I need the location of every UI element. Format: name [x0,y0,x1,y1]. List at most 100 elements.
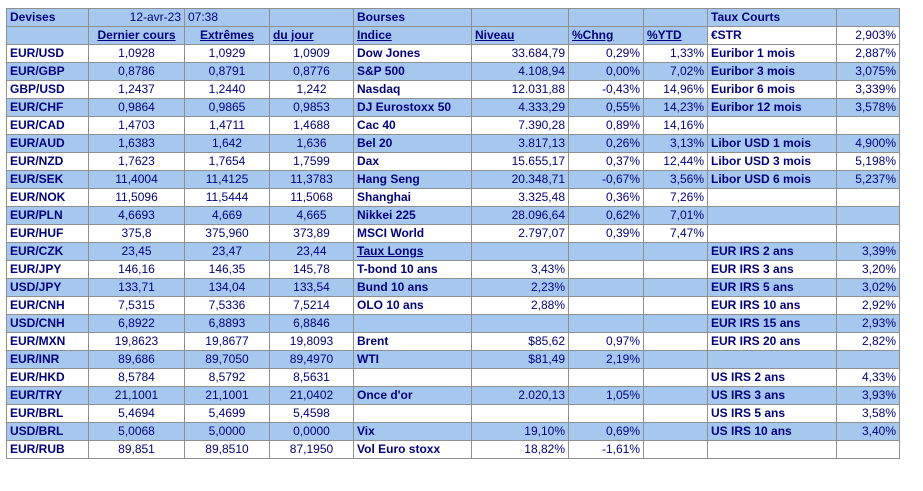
last-price: 1,7623 [88,152,185,171]
extreme-high: 4,669 [184,206,270,225]
last-price: 4,6693 [88,206,185,225]
table-row: EUR/PLN 4,6693 4,669 4,665 Nikkei 225 28.096,… [6,206,900,225]
currency-pair: EUR/HKD [6,368,89,387]
extreme-low: 4,665 [269,206,354,225]
rate-name [707,440,837,459]
index-ytd: 14,23% [643,98,708,117]
rate-name: Libor USD 3 mois [707,152,837,171]
currency-pair: EUR/PLN [6,206,89,225]
currency-pair: EUR/BRL [6,404,89,423]
ytd-header: %YTD [643,26,708,45]
index-name: Bel 20 [353,134,472,153]
extreme-high: 375,960 [184,224,270,243]
index-name: S&P 500 [353,62,472,81]
table-row: USD/JPY 133,71 134,04 133,54 Bund 10 ans 2,23… [6,278,900,297]
extreme-low: 8,5631 [269,368,354,387]
index-change [568,404,644,423]
table-row: EUR/CNH 7,5315 7,5336 7,5214 OLO 10 ans 2,88%… [6,296,900,315]
index-ytd [643,332,708,351]
index-change: 1,05% [568,386,644,405]
index-ytd: 14,96% [643,80,708,99]
index-change: 0,37% [568,152,644,171]
extreme-low: 11,5068 [269,188,354,207]
extreme-low: 87,1950 [269,440,354,459]
table-row: EUR/BRL 5,4694 5,4699 5,4598 US IRS 5 ans 3,5… [6,404,900,423]
extreme-low: 11,3783 [269,170,354,189]
index-name: Dow Jones [353,44,472,63]
index-level: 3,43% [471,260,569,279]
table-row: EUR/USD 1,0928 1,0929 1,0909 Dow Jones 33.684… [6,44,900,63]
extreme-high: 1,642 [184,134,270,153]
index-ytd: 3,56% [643,170,708,189]
rate-name: Libor USD 1 mois [707,134,837,153]
index-level [471,368,569,387]
subheader-row: Dernier cours Extrêmes du jour Indice Ni… [6,26,900,45]
index-ytd: 7,47% [643,224,708,243]
currency-pair: EUR/CZK [6,242,89,261]
index-ytd: 14,16% [643,116,708,135]
table-row: EUR/CHF 0,9864 0,9865 0,9853 DJ Eurostoxx 50… [6,98,900,117]
index-change [568,296,644,315]
extreme-low: 7,5214 [269,296,354,315]
rate-value: 5,237% [836,170,900,189]
index-name [353,314,472,333]
index-level: 2,88% [471,296,569,315]
extreme-low: 5,4598 [269,404,354,423]
extreme-high: 134,04 [184,278,270,297]
extreme-low: 133,54 [269,278,354,297]
last-price: 7,5315 [88,296,185,315]
extreme-high: 1,4711 [184,116,270,135]
table-row: EUR/MXN 19,8623 19,8677 19,8093 Brent $85,62 0… [6,332,900,351]
rate-name: Euribor 3 mois [707,62,837,81]
index-change [568,278,644,297]
table-row: EUR/HKD 8,5784 8,5792 8,5631 US IRS 2 ans 4,3… [6,368,900,387]
extreme-high: 5,4699 [184,404,270,423]
rate-value [836,116,900,135]
table-row: EUR/AUD 1,6383 1,642 1,636 Bel 20 3.817,13 0,2… [6,134,900,153]
chng-header: %Chng [568,26,644,45]
index-level: 19,10% [471,422,569,441]
market-table-container: Devises 12-avr-23 07:38 Bourses Taux Cou… [6,8,900,459]
rate-value: 4,900% [836,134,900,153]
rate-value: 3,02% [836,278,900,297]
rate-name: Libor USD 6 mois [707,170,837,189]
du-jour-header: du jour [269,26,354,45]
rate-name: US IRS 2 ans [707,368,837,387]
extreme-low: 1,0909 [269,44,354,63]
table-row: EUR/HUF 375,8 375,960 373,89 MSCI World 2.797… [6,224,900,243]
rate-value: 2,887% [836,44,900,63]
last-price: 21,1001 [88,386,185,405]
table-row: GBP/USD 1,2437 1,2440 1,242 Nasdaq 12.031,88-… [6,80,900,99]
extreme-high: 19,8677 [184,332,270,351]
extreme-high: 89,7050 [184,350,270,369]
last-price: 146,16 [88,260,185,279]
last-price: 0,8786 [88,62,185,81]
index-change: 0,55% [568,98,644,117]
extreme-low: 0,9853 [269,98,354,117]
index-level: 12.031,88 [471,80,569,99]
index-level: 18,82% [471,440,569,459]
rate-name: EUR IRS 3 ans [707,260,837,279]
currency-pair: EUR/CNH [6,296,89,315]
index-level: 28.096,64 [471,206,569,225]
taux-courts-header: Taux Courts [707,8,837,27]
last-price: 133,71 [88,278,185,297]
last-price: 11,4004 [88,170,185,189]
index-name: Brent [353,332,472,351]
table-row: EUR/SEK 11,4004 11,4125 11,3783 Hang Seng 20.… [6,170,900,189]
index-ytd [643,368,708,387]
index-name: T-bond 10 ans [353,260,472,279]
index-change [568,368,644,387]
rate-value [836,350,900,369]
index-change: 0,89% [568,116,644,135]
index-ytd [643,314,708,333]
index-ytd [643,296,708,315]
dernier-cours-header: Dernier cours [88,26,185,45]
last-price: 1,4703 [88,116,185,135]
index-change: 0,29% [568,44,644,63]
index-name: Nasdaq [353,80,472,99]
rate-name: EUR IRS 20 ans [707,332,837,351]
rate-name: EUR IRS 10 ans [707,296,837,315]
index-change: 0,36% [568,188,644,207]
rate-value: 3,578% [836,98,900,117]
